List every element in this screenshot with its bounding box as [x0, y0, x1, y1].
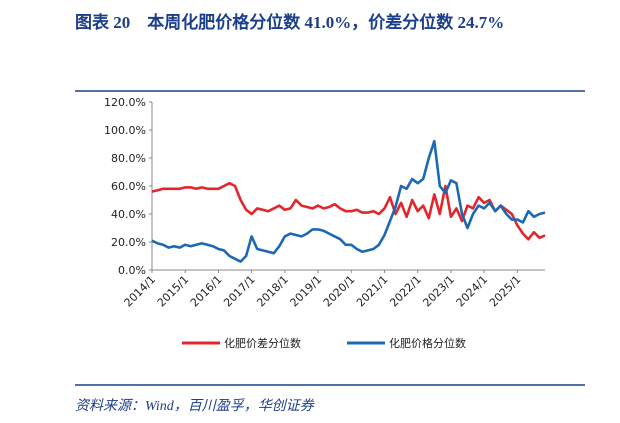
x-tick-label: 2025/1 [487, 273, 524, 310]
x-tick-label: 2014/1 [122, 273, 159, 310]
x-tick-label: 2016/1 [188, 273, 225, 310]
y-tick-label: 20.0% [111, 236, 146, 249]
y-tick-label: 0.0% [118, 264, 146, 277]
x-tick-label: 2024/1 [454, 273, 491, 310]
y-tick-label: 80.0% [111, 152, 146, 165]
x-tick-label: 2019/1 [288, 273, 325, 310]
y-tick-label: 120.0% [104, 96, 146, 109]
y-tick-label: 40.0% [111, 208, 146, 221]
chart-title: 图表 20 本周化肥价格分位数 41.0%，价差分位数 24.7% [75, 13, 505, 32]
x-tick-label: 2017/1 [221, 273, 258, 310]
source-note: 资料来源：Wind，百川盈孚，华创证券 [75, 399, 314, 414]
x-tick-label: 2021/1 [354, 273, 391, 310]
legend-label: 化肥价差分位数 [224, 336, 301, 350]
data-line [151, 181, 546, 241]
legend-label: 化肥价格分位数 [389, 336, 466, 350]
y-tick-label: 60.0% [111, 180, 146, 193]
x-tick-label: 2022/1 [387, 273, 424, 310]
x-tick-label: 2015/1 [155, 273, 192, 310]
x-tick-label: 2023/1 [420, 273, 457, 310]
y-tick-label: 100.0% [104, 124, 146, 137]
x-tick-label: 2018/1 [254, 273, 291, 310]
x-tick-label: 2020/1 [321, 273, 358, 310]
data-line [151, 139, 546, 263]
